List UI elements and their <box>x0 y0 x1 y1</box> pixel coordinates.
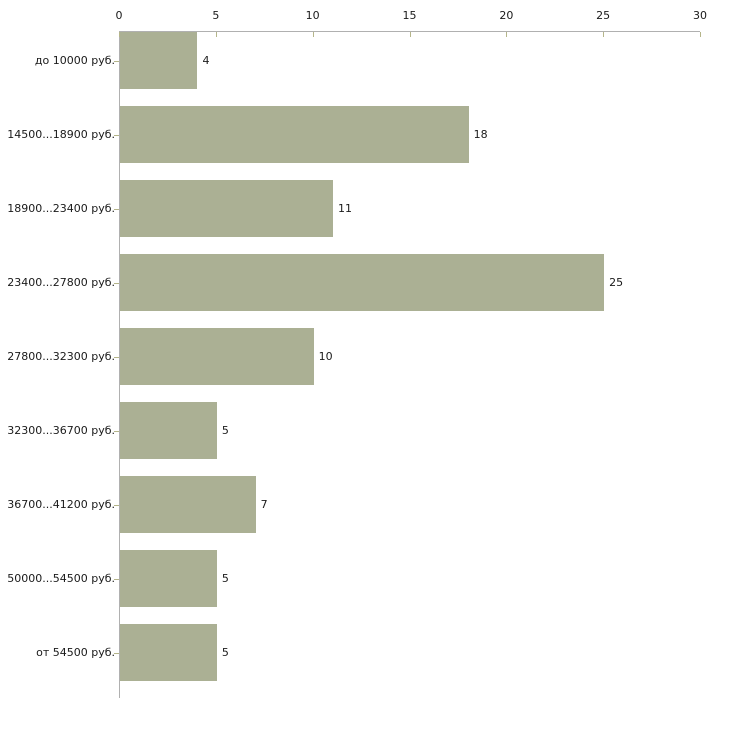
bar[interactable] <box>120 476 256 533</box>
bar[interactable] <box>120 254 605 311</box>
y-axis-line <box>119 31 120 698</box>
y-axis-tick <box>114 579 119 580</box>
y-axis-tick <box>114 135 119 136</box>
category-label: до 10000 руб. <box>34 53 115 67</box>
bar-value-label: 18 <box>473 127 488 141</box>
x-axis-tick-label: 20 <box>499 9 514 22</box>
bar-value-label: 5 <box>221 423 229 437</box>
bar-value-label: 5 <box>221 645 229 659</box>
category-label: 36700...41200 руб. <box>7 497 115 511</box>
x-axis-tick-label: 30 <box>693 9 707 22</box>
bar-value-label: 10 <box>318 349 333 363</box>
y-axis-tick <box>114 209 119 210</box>
y-axis-tick <box>114 357 119 358</box>
bar[interactable] <box>120 624 217 681</box>
category-label: 50000...54500 руб. <box>7 571 115 585</box>
x-axis-tick <box>603 32 605 37</box>
bar-value-label: 7 <box>260 497 268 511</box>
bar[interactable] <box>120 106 469 163</box>
category-label: 32300...36700 руб. <box>7 423 115 437</box>
x-axis-tick-label: 10 <box>305 9 320 22</box>
bar-value-label: 5 <box>221 571 229 585</box>
y-axis-tick <box>114 653 119 654</box>
y-axis-tick <box>114 505 119 506</box>
bar[interactable] <box>120 32 198 89</box>
bar[interactable] <box>120 180 334 237</box>
y-axis-tick <box>114 61 119 62</box>
category-label: от 54500 руб. <box>36 645 115 659</box>
x-axis-tick <box>312 32 314 37</box>
x-axis-tick-label: 15 <box>402 9 417 22</box>
bar[interactable] <box>120 328 314 385</box>
x-axis-tick <box>409 32 411 37</box>
bar[interactable] <box>120 402 217 459</box>
bar-value-label: 4 <box>202 53 210 67</box>
x-axis-tick <box>215 32 217 37</box>
y-axis-tick <box>114 283 119 284</box>
y-axis-tick <box>114 431 119 432</box>
category-label: 14500...18900 руб. <box>7 127 115 141</box>
x-axis-tick-label: 5 <box>212 9 220 22</box>
x-axis-line <box>119 31 700 32</box>
x-axis-tick <box>700 32 701 37</box>
x-axis-tick <box>506 32 508 37</box>
x-axis-tick-label: 0 <box>115 9 123 22</box>
category-label: 18900...23400 руб. <box>7 201 115 215</box>
x-axis-tick <box>119 32 120 37</box>
bar-value-label: 11 <box>338 201 353 215</box>
category-label: 27800...32300 руб. <box>7 349 115 363</box>
bar[interactable] <box>120 550 217 607</box>
bar-value-label: 25 <box>609 275 624 289</box>
x-axis-tick-label: 25 <box>596 9 611 22</box>
category-label: 23400...27800 руб. <box>7 275 115 289</box>
